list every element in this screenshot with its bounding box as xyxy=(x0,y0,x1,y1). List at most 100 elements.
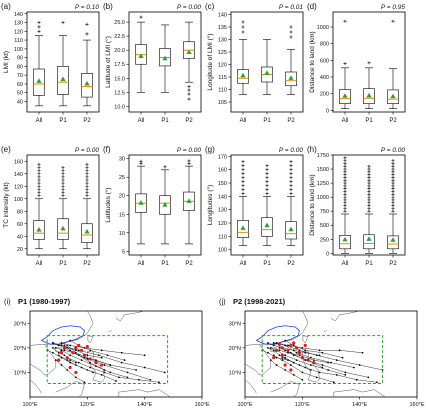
y-axis-label: Latitudes (°) xyxy=(104,187,112,222)
mean-marker xyxy=(162,55,168,61)
outlier-marker xyxy=(61,178,65,182)
track-point xyxy=(54,346,57,349)
x-tick-label: P2 xyxy=(287,261,295,267)
y-tick-label: 20°N xyxy=(14,346,26,352)
outlier-marker xyxy=(85,184,89,188)
mean-marker xyxy=(60,225,66,231)
x-tick-label: P1 xyxy=(365,118,373,124)
track-point xyxy=(375,381,378,384)
outlier-marker xyxy=(343,189,347,194)
x-tick-label: 160°E xyxy=(194,402,209,408)
mean-marker xyxy=(342,236,348,242)
x-tick-label: All xyxy=(138,118,145,124)
lmi-point xyxy=(94,361,98,365)
coastline-hainan xyxy=(269,347,277,353)
track-point xyxy=(66,369,69,371)
track-point xyxy=(284,349,287,352)
outlier-marker xyxy=(343,187,347,191)
y-tick-label: 110 xyxy=(14,38,23,44)
outlier-marker xyxy=(391,173,395,177)
outlier-marker xyxy=(37,181,41,185)
y-tick-label: 1000 xyxy=(317,195,329,201)
outlier-marker xyxy=(85,187,89,191)
y-tick-label: 140 xyxy=(14,12,23,18)
box xyxy=(363,234,375,250)
outlier-marker xyxy=(61,181,65,185)
coastline-japan xyxy=(115,310,145,322)
outlier-marker xyxy=(61,194,65,198)
y-tick-label: 100 xyxy=(14,47,23,53)
outlier-marker xyxy=(289,184,293,188)
outlier-marker xyxy=(85,194,89,198)
track-point xyxy=(138,378,140,381)
mean-marker xyxy=(390,93,396,99)
track-point xyxy=(284,369,287,371)
mean-marker xyxy=(288,226,294,232)
outlier-marker xyxy=(37,165,41,170)
track-point xyxy=(74,349,77,352)
lmi-point xyxy=(306,358,310,362)
track-point xyxy=(318,371,321,374)
track-point xyxy=(89,349,92,352)
outlier-marker xyxy=(37,20,41,25)
track-point xyxy=(60,342,63,344)
y-tick-label: 130 xyxy=(14,21,23,27)
map-title: P1 (1980-1997) xyxy=(18,297,71,306)
panel-label: (b) xyxy=(103,2,113,11)
y-tick-label: 15 xyxy=(119,212,125,218)
outlier-marker xyxy=(85,162,89,166)
lmi-point xyxy=(272,356,276,360)
coastline-japan xyxy=(330,310,360,322)
coastline-islands xyxy=(323,330,386,398)
outlier-marker xyxy=(187,88,191,92)
p-value-label: P = 0.01 xyxy=(279,4,304,11)
x-tick-label: P1 xyxy=(161,261,169,267)
study-area-box xyxy=(46,335,169,384)
y-tick-label: 5 xyxy=(122,249,125,255)
mean-marker xyxy=(162,202,168,207)
track-point xyxy=(321,351,324,354)
x-tick-label: All xyxy=(36,118,43,124)
outlier-marker xyxy=(343,161,347,166)
track-point xyxy=(304,349,307,352)
track-point xyxy=(358,364,361,366)
track-point xyxy=(126,376,129,379)
lmi-point xyxy=(289,343,293,347)
y-tick-label: 140 xyxy=(218,194,227,200)
y-axis-label: TC intensity (kt) xyxy=(3,182,10,228)
outlier-marker xyxy=(85,165,89,170)
outlier-marker xyxy=(163,165,167,169)
outlier-marker xyxy=(37,175,41,179)
track-point xyxy=(80,359,83,362)
outlier-marker xyxy=(265,192,269,196)
track-point xyxy=(63,349,66,352)
outlier-marker xyxy=(289,164,293,168)
track-point xyxy=(74,361,77,364)
lmi-point xyxy=(100,363,104,367)
track-point xyxy=(310,364,312,366)
outlier-marker xyxy=(367,187,371,191)
outlier-marker xyxy=(343,164,347,168)
y-tick-label: 22.5 xyxy=(114,34,125,40)
track-point xyxy=(123,359,126,362)
y-tick-label: 120 xyxy=(14,184,23,190)
track-point xyxy=(89,361,92,364)
coastline-taiwan xyxy=(87,335,94,344)
y-tick-label: 160 xyxy=(14,159,23,165)
outlier-marker xyxy=(391,201,395,205)
outlier-marker xyxy=(367,61,371,65)
outlier-marker xyxy=(265,168,269,172)
y-tick-label: 10 xyxy=(119,231,125,237)
outlier-marker xyxy=(139,15,143,19)
track-point xyxy=(100,356,103,359)
x-tick-label: All xyxy=(342,118,349,124)
track-point xyxy=(80,366,83,369)
outlier-marker xyxy=(367,198,371,202)
p-value-label: P = 0.95 xyxy=(381,4,406,11)
outlier-marker xyxy=(85,22,89,26)
y-tick-label: 17.5 xyxy=(114,62,125,68)
outlier-marker xyxy=(343,62,347,66)
outlier-marker xyxy=(289,172,293,176)
track-point xyxy=(272,344,275,347)
x-tick-label: P2 xyxy=(83,261,91,267)
